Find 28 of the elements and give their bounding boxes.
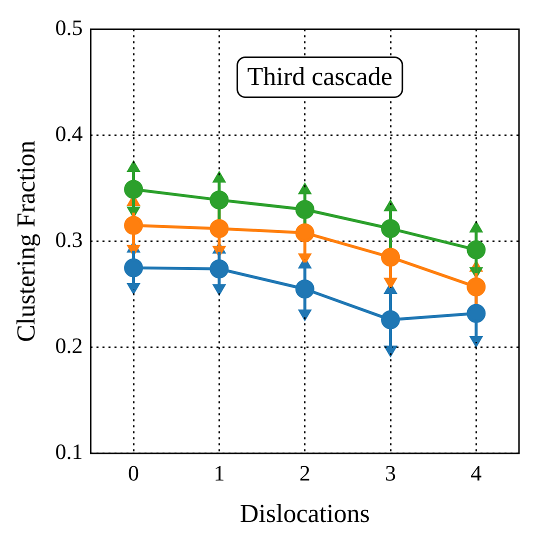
point	[295, 223, 314, 242]
point	[210, 190, 229, 210]
point	[466, 240, 486, 260]
point	[466, 304, 486, 323]
x-tick-label: 1	[214, 460, 225, 486]
point	[210, 219, 229, 238]
point	[210, 259, 229, 278]
y-tick-label: 0.5	[55, 14, 83, 40]
point	[381, 310, 400, 330]
y-tick-label: 0.2	[55, 333, 83, 358]
x-tick-label: 4	[470, 460, 482, 486]
point	[381, 219, 400, 238]
y-axis-title: Clustering Fraction	[11, 140, 40, 342]
point	[295, 200, 314, 219]
x-tick-label: 2	[299, 460, 310, 486]
point	[381, 248, 400, 267]
point	[295, 280, 314, 299]
x-axis-title: Dislocations	[240, 499, 370, 528]
point	[124, 180, 144, 199]
annotation: Third cascade	[247, 62, 392, 92]
point	[124, 258, 144, 278]
y-tick-label: 0.1	[55, 439, 83, 464]
point	[124, 216, 144, 235]
y-tick-label: 0.4	[55, 121, 83, 146]
y-tick-label: 0.3	[55, 227, 83, 252]
point	[466, 277, 486, 296]
x-tick-label: 3	[385, 460, 396, 486]
x-tick-label: 0	[128, 460, 140, 486]
